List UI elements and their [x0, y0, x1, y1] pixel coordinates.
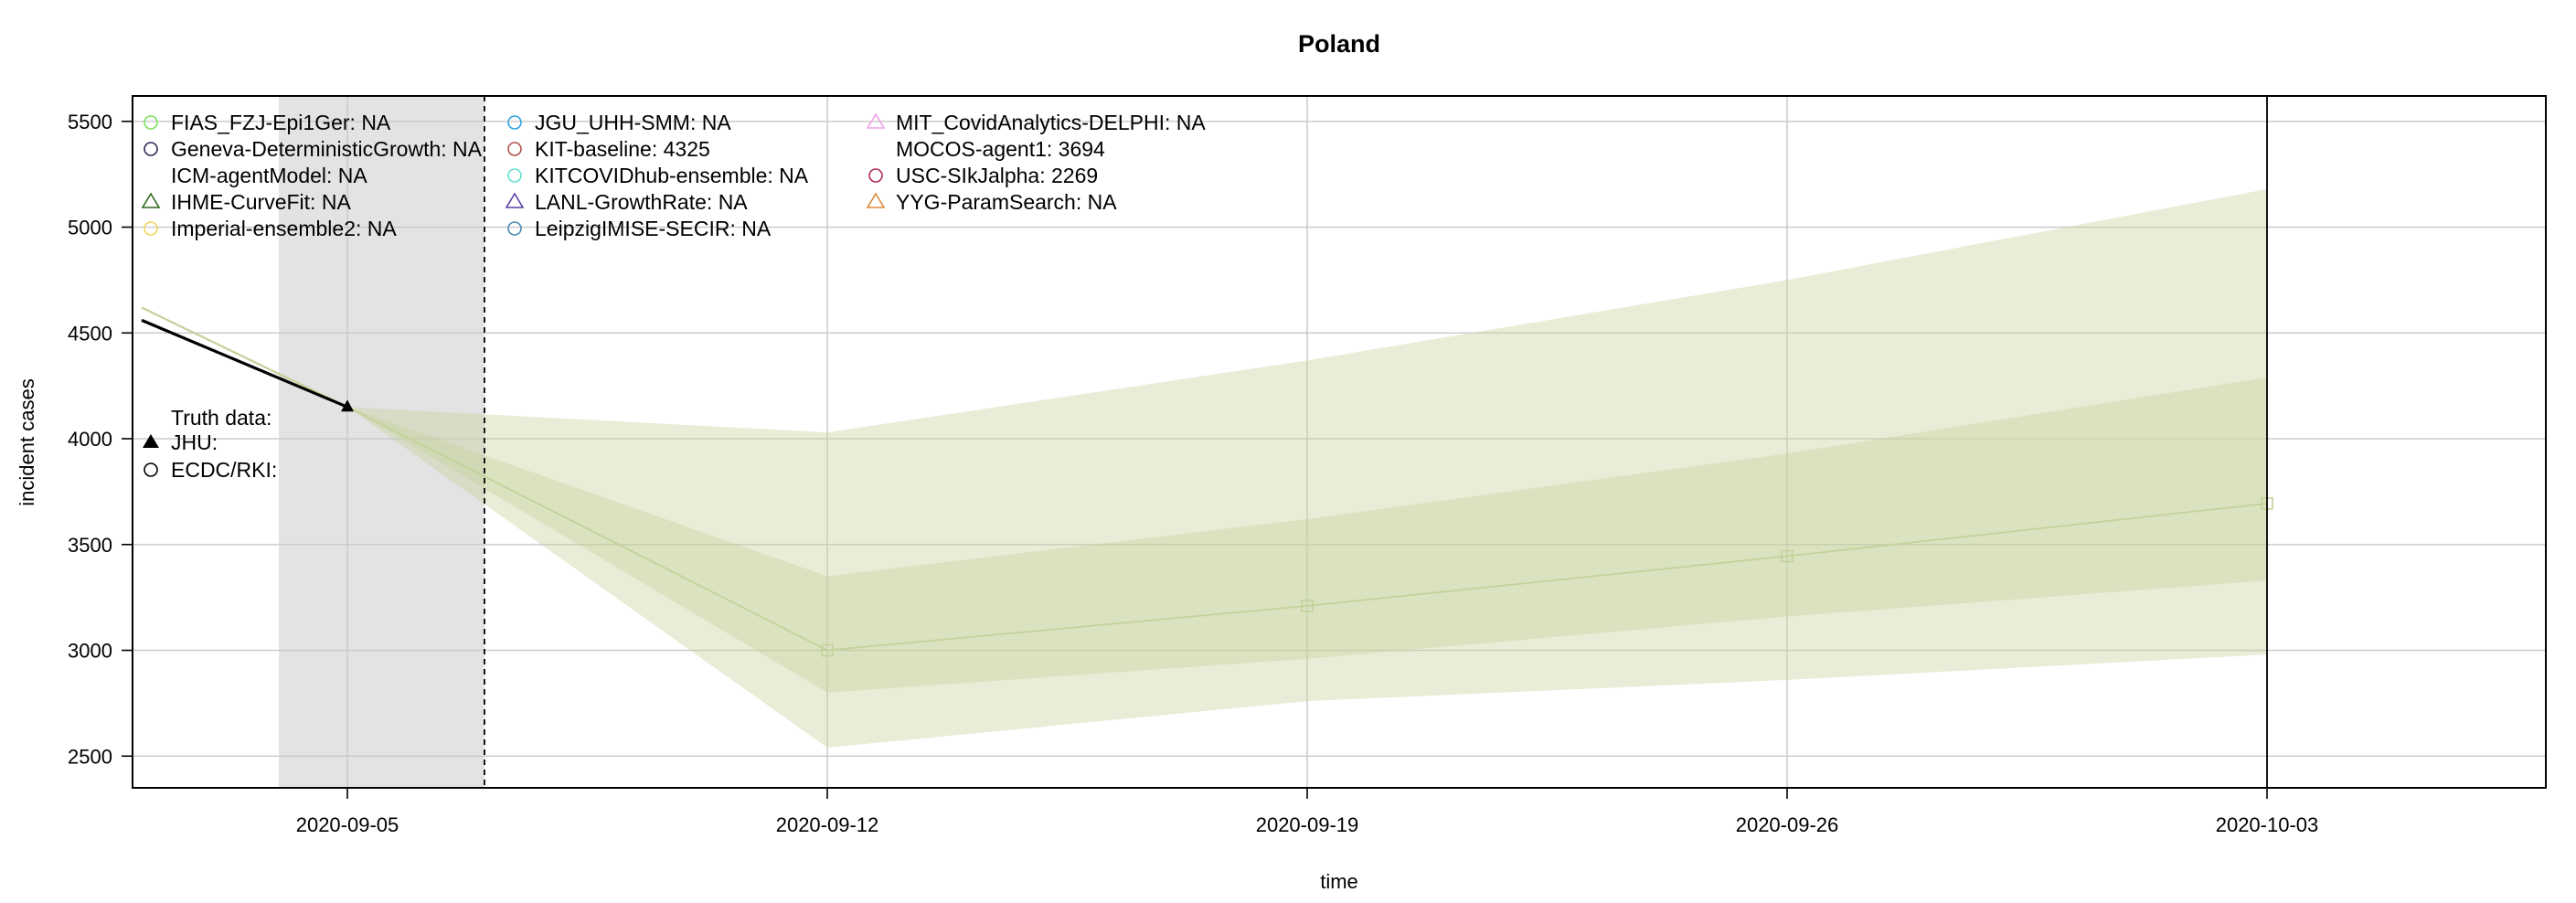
legend-marker — [144, 221, 158, 236]
x-tick-label: 2020-09-26 — [1736, 813, 1839, 836]
legend-entry: Imperial-ensemble2: NA — [171, 217, 397, 240]
legend-marker — [141, 192, 161, 208]
legend-marker — [507, 221, 522, 236]
truth-legend-entry: JHU: — [171, 430, 218, 454]
x-tick-label: 2020-09-12 — [776, 813, 879, 836]
legend-marker — [868, 168, 883, 183]
legend-marker — [505, 192, 525, 208]
x-axis-label: time — [1320, 870, 1358, 893]
y-tick-label: 3500 — [68, 534, 112, 557]
legend-entry: LANL-GrowthRate: NA — [535, 190, 748, 214]
truth-line — [141, 318, 348, 409]
legend-entry: Geneva-DeterministicGrowth: NA — [171, 137, 483, 161]
legend-entry: YYG-ParamSearch: NA — [896, 190, 1117, 214]
truth-legend-entry: ECDC/RKI: — [171, 458, 277, 482]
legend-entry: LeipzigIMISE-SECIR: NA — [535, 217, 772, 240]
legend-entry: MOCOS-agent1: 3694 — [896, 137, 1105, 161]
forecast-point — [821, 643, 834, 657]
legend-marker — [507, 142, 522, 156]
legend-entry: JGU_UHH-SMM: NA — [535, 111, 731, 134]
truth-legend-header: Truth data: — [171, 406, 271, 430]
legend-layer: FIAS_FZJ-Epi1Ger: NA Geneva-Deterministic… — [141, 111, 1206, 482]
legend-entry: IHME-CurveFit: NA — [171, 190, 351, 214]
y-tick-label: 4000 — [68, 428, 112, 451]
legend-entry: FIAS_FZJ-Epi1Ger: NA — [171, 111, 391, 134]
y-tick-label: 2500 — [68, 745, 112, 768]
forecast-interval-50 — [347, 377, 2267, 693]
forecast-bands-layer — [347, 188, 2267, 749]
grid-layer — [133, 96, 2546, 788]
forecast-previous-line — [141, 306, 348, 409]
lines-layer — [141, 96, 2273, 788]
truth-legend-marker — [143, 434, 159, 448]
legend-entry: MIT_CovidAnalytics-DELPHI: NA — [896, 111, 1206, 134]
legend-entry: KIT-baseline: 4325 — [535, 137, 710, 161]
axes-layer: 2500 3000 3500 4000 4500 5000 5500 2020-09-05 20… — [68, 95, 2547, 836]
x-tick-label: 2020-10-03 — [2216, 813, 2319, 836]
forecast-interval-95 — [347, 188, 2267, 749]
forecast-median-line — [346, 406, 2268, 652]
y-tick-label: 3000 — [68, 640, 112, 663]
y-tick-label: 5000 — [68, 217, 112, 239]
y-axis-label: incident cases — [16, 378, 38, 505]
legend-entry: KITCOVIDhub-ensemble: NA — [535, 164, 809, 187]
forecast-point — [1781, 549, 1794, 563]
legend-entry: ICM-agentModel: NA — [171, 164, 367, 187]
x-tick-label: 2020-09-19 — [1256, 813, 1359, 836]
truth-shaded-region — [279, 96, 484, 788]
x-tick-label: 2020-09-05 — [296, 813, 399, 836]
y-tick-label: 4500 — [68, 322, 112, 345]
legend-marker — [144, 115, 158, 130]
legend-marker — [144, 142, 158, 156]
legend-marker — [866, 112, 886, 129]
legend-marker — [507, 168, 522, 183]
plot-frame — [132, 95, 2547, 789]
legend-marker — [866, 192, 886, 208]
legend-marker — [507, 115, 522, 130]
chart-title: Poland — [1298, 30, 1380, 58]
truth-shading-layer — [279, 96, 484, 788]
legend-entry: USC-SIkJalpha: 2269 — [896, 164, 1098, 187]
truth-point — [341, 399, 354, 412]
truth-legend-marker — [144, 462, 158, 477]
forecast-point — [1301, 600, 1314, 612]
y-tick-label: 5500 — [68, 111, 112, 133]
